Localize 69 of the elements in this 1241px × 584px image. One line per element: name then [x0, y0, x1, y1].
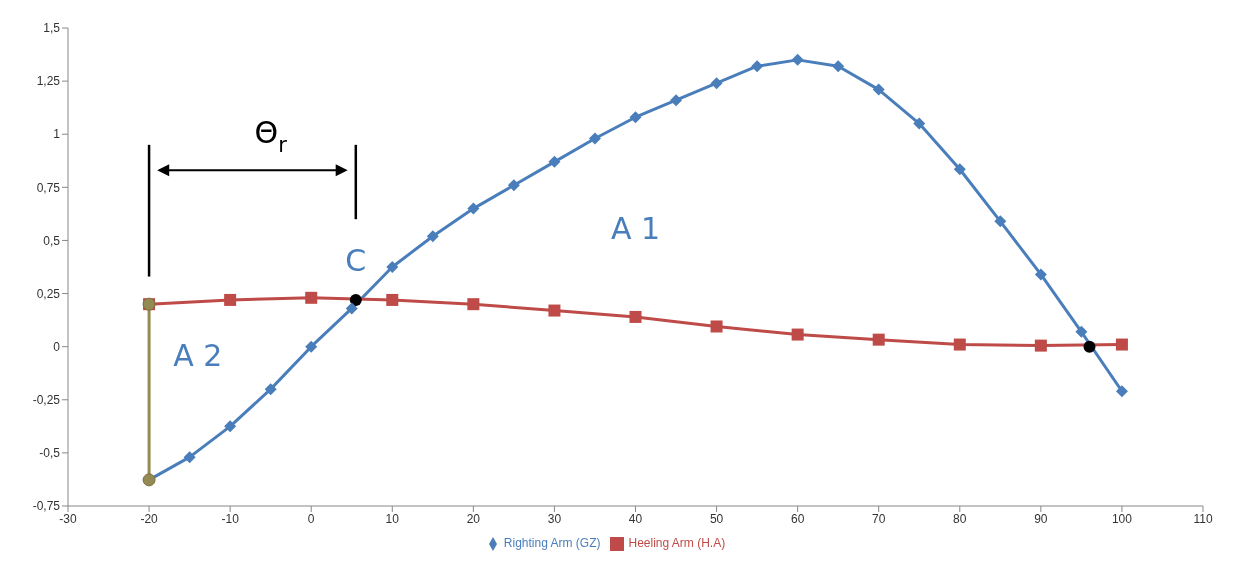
x-tick-label: -10	[221, 511, 240, 526]
point	[305, 340, 318, 353]
point	[953, 163, 966, 176]
x-tick-label: 100	[1111, 511, 1133, 526]
x-tick-label: 30	[547, 511, 562, 526]
y-tick-label: -0,25	[32, 393, 61, 408]
point	[386, 293, 399, 306]
annotation: C	[345, 242, 367, 278]
point	[751, 60, 764, 73]
point	[588, 132, 601, 145]
point	[872, 333, 885, 346]
point	[832, 60, 845, 73]
point	[1034, 268, 1047, 281]
point	[872, 83, 885, 96]
point	[791, 328, 804, 341]
legend-label: Heeling Arm (H.A)	[628, 536, 726, 550]
x-tick-label: 40	[628, 511, 643, 526]
x-tick-label: 80	[953, 511, 967, 526]
x-tick-label: 110	[1193, 511, 1213, 526]
point	[953, 338, 966, 351]
y-tick-label: 0	[53, 339, 61, 354]
point	[1034, 339, 1047, 352]
point	[183, 451, 196, 464]
point	[345, 302, 358, 315]
point	[1115, 385, 1128, 398]
point	[264, 383, 277, 396]
point	[467, 298, 480, 311]
y-tick-label: 0,5	[43, 233, 61, 248]
point	[1115, 338, 1128, 351]
y-tick-label: 0,25	[36, 286, 61, 301]
annotation: Θ$_{r}$	[254, 114, 288, 158]
point	[548, 304, 561, 317]
annotation: A 1	[610, 210, 661, 246]
x-tick-label: -20	[140, 511, 159, 526]
point	[629, 111, 642, 124]
x-tick-label: -30	[59, 511, 77, 526]
point	[629, 310, 642, 323]
point	[349, 293, 362, 306]
point	[994, 215, 1007, 228]
point	[305, 291, 318, 304]
y-tick-label: -0,75	[32, 499, 61, 514]
point	[386, 261, 399, 273]
point	[670, 94, 683, 107]
point	[224, 420, 237, 433]
point	[467, 202, 480, 215]
point	[710, 77, 723, 90]
point	[913, 117, 926, 130]
y-tick-label: 1,5	[43, 21, 61, 36]
point	[1083, 340, 1096, 353]
point	[548, 155, 561, 168]
y-tick-label: 1,25	[36, 74, 61, 89]
x-tick-label: 20	[466, 511, 481, 526]
point	[224, 293, 237, 306]
y-tick-label: 1	[53, 127, 61, 142]
point	[710, 320, 723, 333]
x-tick-label: 0	[307, 511, 315, 526]
y-tick-label: -0,5	[39, 446, 61, 461]
x-tick-label: 70	[872, 511, 886, 526]
annotation: A 2	[173, 337, 223, 373]
y-tick-label: 0,75	[36, 180, 61, 195]
point	[1075, 325, 1088, 338]
x-tick-label: 10	[385, 511, 400, 526]
x-tick-label: 90	[1034, 511, 1048, 526]
x-tick-label: 60	[790, 511, 805, 526]
point	[507, 179, 520, 192]
point	[426, 230, 439, 243]
x-tick-label: 50	[709, 511, 724, 526]
legend-label: Righting Arm (GZ)	[503, 536, 601, 550]
point	[791, 53, 804, 66]
